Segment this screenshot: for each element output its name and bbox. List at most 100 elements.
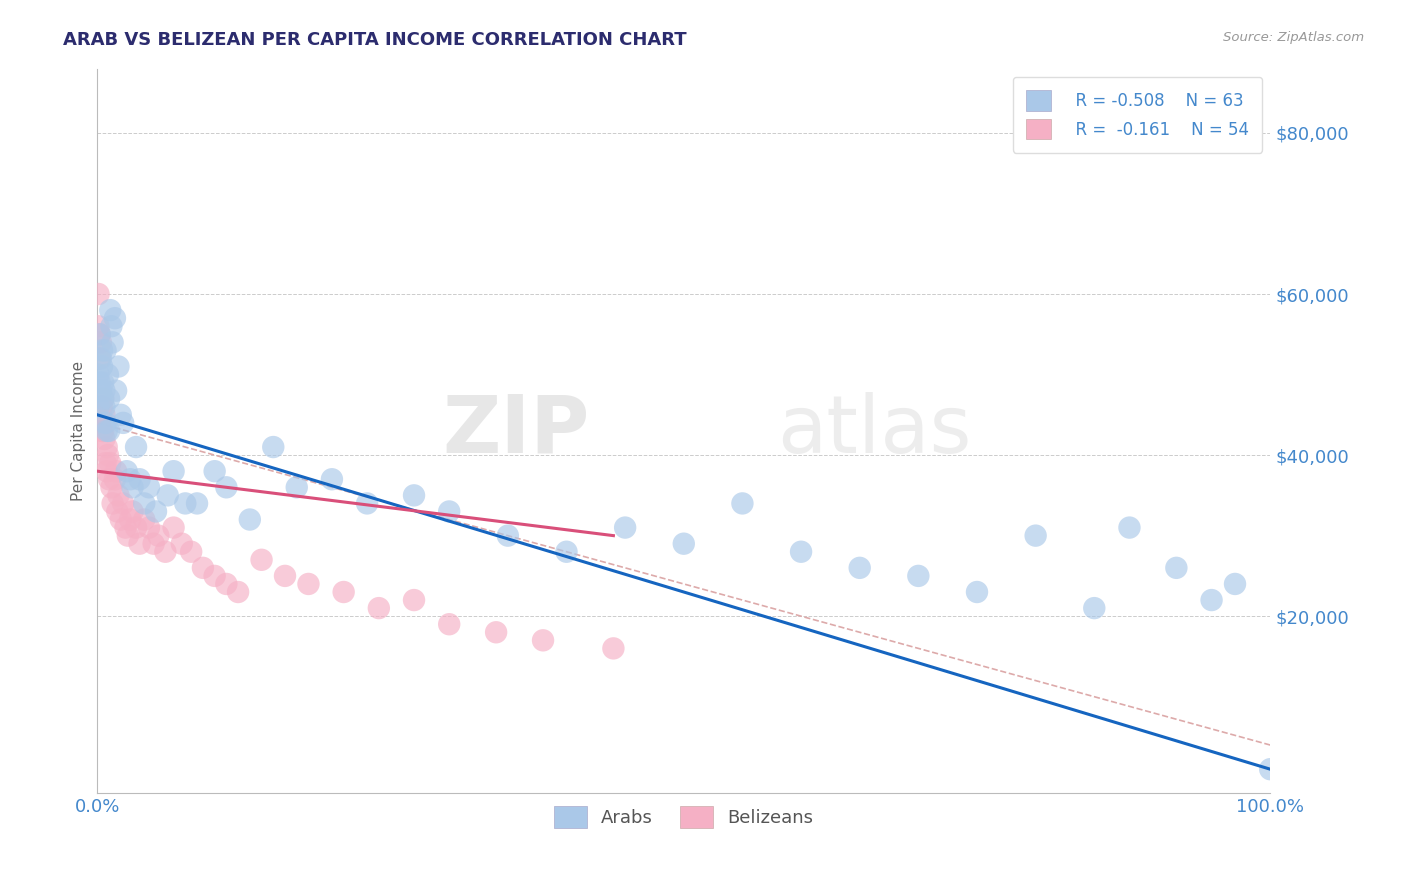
Point <box>100 319 122 334</box>
Point <box>91 359 114 374</box>
Point <box>250 553 273 567</box>
Point <box>162 520 184 534</box>
Point <box>98 456 121 470</box>
Point <box>97 448 120 462</box>
Point <box>215 480 238 494</box>
Point <box>87 368 110 382</box>
Point <box>332 585 354 599</box>
Point <box>98 392 121 406</box>
Point <box>101 496 124 510</box>
Point <box>96 440 118 454</box>
Point <box>1201 593 1223 607</box>
Point <box>239 512 262 526</box>
Point <box>145 504 167 518</box>
Point <box>848 561 870 575</box>
Point <box>262 440 284 454</box>
Legend: Arabs, Belizeans: Arabs, Belizeans <box>547 798 821 835</box>
Point <box>215 577 238 591</box>
Point <box>107 488 129 502</box>
Point <box>148 528 170 542</box>
Point <box>107 359 129 374</box>
Point <box>104 311 127 326</box>
Point <box>1083 601 1105 615</box>
Point <box>170 537 193 551</box>
Point <box>90 408 112 422</box>
Point <box>402 593 425 607</box>
Point <box>125 520 148 534</box>
Point <box>98 472 121 486</box>
Point <box>1223 577 1246 591</box>
Point <box>285 480 308 494</box>
Point <box>120 512 142 526</box>
Point <box>437 504 460 518</box>
Point <box>614 520 637 534</box>
Point <box>204 569 226 583</box>
Point <box>226 585 249 599</box>
Point <box>93 408 115 422</box>
Point <box>186 496 208 510</box>
Point <box>89 327 111 342</box>
Point <box>496 528 519 542</box>
Point <box>91 343 114 358</box>
Point <box>90 384 112 398</box>
Point <box>138 480 160 494</box>
Point <box>89 327 111 342</box>
Text: ARAB VS BELIZEAN PER CAPITA INCOME CORRELATION CHART: ARAB VS BELIZEAN PER CAPITA INCOME CORRE… <box>63 31 688 49</box>
Point <box>104 472 127 486</box>
Point <box>97 368 120 382</box>
Point <box>110 408 132 422</box>
Text: atlas: atlas <box>778 392 972 470</box>
Point <box>93 384 115 398</box>
Point <box>98 303 121 318</box>
Point <box>96 464 118 478</box>
Point <box>121 480 143 494</box>
Point <box>356 496 378 510</box>
Point <box>1258 762 1281 776</box>
Point <box>94 456 117 470</box>
Point <box>134 496 156 510</box>
Point <box>1025 528 1047 542</box>
Point <box>128 537 150 551</box>
Point <box>128 472 150 486</box>
Point <box>156 488 179 502</box>
Point <box>142 537 165 551</box>
Point <box>672 537 695 551</box>
Point <box>105 384 128 398</box>
Point <box>180 545 202 559</box>
Point <box>191 561 214 575</box>
Point <box>105 504 128 518</box>
Point <box>204 464 226 478</box>
Point <box>274 569 297 583</box>
Point <box>321 472 343 486</box>
Point <box>110 512 132 526</box>
Point <box>91 392 114 406</box>
Point <box>90 351 112 366</box>
Point <box>114 520 136 534</box>
Point <box>112 496 135 510</box>
Point <box>101 335 124 350</box>
Point <box>1166 561 1188 575</box>
Point <box>134 512 156 526</box>
Point <box>138 520 160 534</box>
Point <box>485 625 508 640</box>
Y-axis label: Per Capita Income: Per Capita Income <box>72 361 86 501</box>
Point <box>112 416 135 430</box>
Point <box>125 440 148 454</box>
Point <box>174 496 197 510</box>
Point <box>297 577 319 591</box>
Point <box>531 633 554 648</box>
Text: ZIP: ZIP <box>443 392 591 470</box>
Point <box>91 392 114 406</box>
Point <box>91 376 114 390</box>
Point <box>602 641 624 656</box>
Point <box>100 480 122 494</box>
Point <box>115 464 138 478</box>
Point <box>155 545 177 559</box>
Point <box>117 528 139 542</box>
Point <box>120 472 142 486</box>
Point <box>121 504 143 518</box>
Point <box>731 496 754 510</box>
Point <box>89 351 111 366</box>
Point <box>89 376 111 390</box>
Point <box>1118 520 1140 534</box>
